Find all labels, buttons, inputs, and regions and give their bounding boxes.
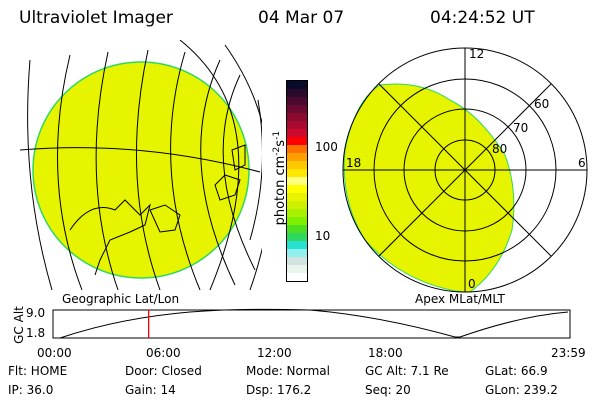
status-glon: GLon: 239.2 [485, 383, 558, 397]
status-ip: IP: 36.0 [8, 383, 54, 397]
colorbar-band [287, 265, 307, 273]
lat-label-60: 60 [534, 97, 550, 111]
colorbar-band [287, 145, 307, 153]
colorbar [286, 80, 308, 282]
coastlines [69, 144, 246, 276]
colorbar-band [287, 249, 307, 257]
mlt-label-18: 18 [346, 156, 362, 170]
geo-map-label: Geographic Lat/Lon [62, 292, 180, 306]
colorbar-band [287, 241, 307, 249]
date-label: 04 Mar 07 [258, 8, 345, 28]
colorbar-band [287, 225, 307, 233]
colorbar-band [287, 129, 307, 137]
colorbar-band [287, 113, 307, 121]
status-gc-alt: GC Alt: 7.1 Re [365, 364, 449, 378]
status-glat: GLat: 66.9 [485, 364, 548, 378]
status-flight: Flt: HOME [8, 364, 68, 378]
altitude-curve [59, 308, 569, 339]
status-gain: Gain: 14 [125, 383, 176, 397]
polar-grid [342, 47, 588, 293]
colorbar-band [287, 233, 307, 241]
colorbar-band [287, 185, 307, 193]
status-door: Door: Closed [125, 364, 202, 378]
mlt-label-0: 0 [468, 277, 476, 291]
xtick-0000: 00:00 [37, 346, 72, 360]
uv-emission-disk [32, 61, 250, 279]
colorbar-band [287, 193, 307, 201]
colorbar-band [287, 153, 307, 161]
colorbar-band [287, 209, 307, 217]
lat-label-70: 70 [513, 121, 529, 135]
xtick-2359: 23:59 [551, 346, 586, 360]
colorbar-band [287, 161, 307, 169]
status-dsp: Dsp: 176.2 [246, 383, 312, 397]
xtick-1200: 12:00 [257, 346, 292, 360]
lat-label-80: 80 [492, 142, 508, 156]
colorbar-tick-10: 10 [315, 229, 331, 243]
colorbar-band [287, 257, 307, 265]
colorbar-band [287, 169, 307, 177]
xtick-0600: 06:00 [146, 346, 181, 360]
timeline-frame [52, 309, 571, 339]
colorbar-band [287, 201, 307, 209]
polar-label: Apex MLat/MLT [415, 292, 505, 306]
ytick-1-8: 1.8 [26, 326, 46, 340]
colorbar-band [287, 81, 307, 89]
colorbar-band [287, 177, 307, 185]
colorbar-band [287, 273, 307, 281]
mlt-label-6: 6 [578, 156, 586, 170]
ytick-9: 9.0 [26, 306, 46, 320]
colorbar-band [287, 89, 307, 97]
colorbar-band [287, 97, 307, 105]
status-mode: Mode: Normal [246, 364, 330, 378]
status-seq: Seq: 20 [365, 383, 411, 397]
colorbar-band [287, 105, 307, 113]
colorbar-band [287, 121, 307, 129]
time-label: 04:24:52 UT [430, 8, 535, 28]
instrument-title: Ultraviolet Imager [19, 8, 173, 28]
mlt-label-12: 12 [469, 47, 485, 61]
colorbar-tick-100: 100 [315, 140, 338, 154]
colorbar-band [287, 217, 307, 225]
lat-lon-grid [19, 40, 262, 290]
colorbar-band [287, 137, 307, 145]
xtick-1800: 18:00 [368, 346, 403, 360]
